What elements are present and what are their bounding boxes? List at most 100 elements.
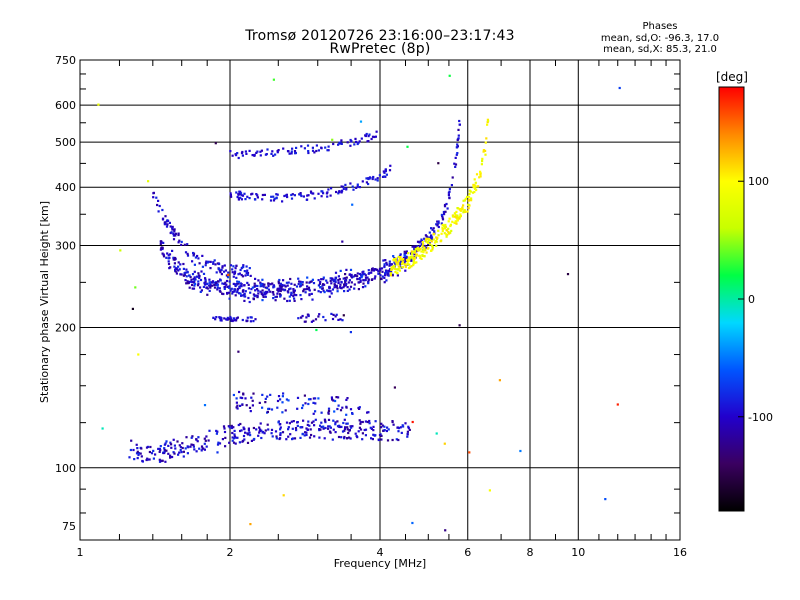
echo-point <box>227 317 231 320</box>
echo-point <box>342 286 345 289</box>
echo-point <box>222 270 226 273</box>
echo-point <box>388 264 391 267</box>
echo-point <box>261 431 264 434</box>
echo-point <box>163 221 166 224</box>
echo-point <box>351 185 354 188</box>
echo-point <box>322 427 325 430</box>
echo-point <box>348 288 351 291</box>
echo-point <box>281 200 284 203</box>
echo-point <box>395 263 398 266</box>
echo-point <box>195 438 198 441</box>
echo-point <box>240 193 243 197</box>
echo-point <box>165 440 168 443</box>
echo-point <box>485 137 488 140</box>
echo-point <box>306 287 309 291</box>
echo-point <box>282 279 285 282</box>
echo-point <box>249 291 252 294</box>
echo-point <box>232 265 235 268</box>
echo-point <box>445 235 448 238</box>
echo-point <box>216 288 219 291</box>
echo-point <box>463 209 466 212</box>
echo-point <box>277 290 280 293</box>
echo-point <box>205 435 208 438</box>
echo-point <box>309 190 313 193</box>
echo-point <box>272 78 275 81</box>
echo-point <box>236 195 239 199</box>
echo-point <box>343 418 346 421</box>
echo-point <box>189 280 192 283</box>
echo-point <box>320 411 323 414</box>
echo-point <box>199 290 202 293</box>
echo-point <box>252 426 255 430</box>
echo-point <box>166 252 169 255</box>
echo-point <box>435 244 438 247</box>
echo-point <box>279 433 282 436</box>
echo-point <box>194 256 197 259</box>
echo-point <box>437 222 440 225</box>
echo-point <box>448 190 451 193</box>
echo-point <box>279 295 282 298</box>
echo-point <box>419 256 422 260</box>
echo-point <box>245 271 248 274</box>
echo-point <box>290 197 294 200</box>
echo-point <box>370 437 373 440</box>
echo-point <box>243 270 246 273</box>
echo-point <box>407 425 410 428</box>
echo-point <box>349 437 352 440</box>
echo-point <box>312 319 315 322</box>
echo-point <box>305 431 308 434</box>
echo-point <box>290 293 293 297</box>
echo-point <box>380 438 383 441</box>
echo-point <box>224 281 227 284</box>
echo-point <box>461 208 464 211</box>
echo-point <box>197 257 200 260</box>
echo-point <box>420 257 423 260</box>
echo-point <box>320 195 323 198</box>
echo-point <box>401 424 404 427</box>
echo-point <box>157 199 160 202</box>
echo-point <box>226 276 230 279</box>
echo-point <box>412 257 415 260</box>
echo-point <box>164 215 167 218</box>
echo-point <box>252 293 255 296</box>
echo-point <box>486 121 489 124</box>
echo-point <box>209 285 212 289</box>
echo-point <box>401 265 404 269</box>
echo-point <box>344 183 347 186</box>
echo-point <box>393 267 396 270</box>
echo-point <box>354 137 357 140</box>
echo-point <box>186 452 189 455</box>
echo-point <box>191 273 195 276</box>
echo-point <box>432 232 435 235</box>
echo-point <box>474 181 477 184</box>
echo-point <box>232 441 236 444</box>
echo-point <box>284 285 287 288</box>
echo-point <box>376 177 379 180</box>
echo-point <box>294 427 298 430</box>
echo-point <box>297 282 300 286</box>
echo-point <box>211 284 214 287</box>
echo-point <box>307 402 310 406</box>
echo-point <box>432 238 435 241</box>
echo-point <box>172 451 175 454</box>
echo-point <box>258 401 261 404</box>
echo-point <box>359 420 362 424</box>
echo-point <box>314 318 318 321</box>
echo-point <box>391 420 394 423</box>
echo-point <box>454 165 457 168</box>
echo-point <box>416 245 419 248</box>
echo-point <box>233 429 236 432</box>
echo-point <box>260 436 263 440</box>
echo-point <box>131 307 134 310</box>
echo-point <box>411 255 414 258</box>
echo-point <box>147 180 150 183</box>
echo-point <box>240 152 244 155</box>
echo-point <box>480 163 483 166</box>
echo-point <box>203 448 206 451</box>
echo-point <box>390 268 393 271</box>
echo-point <box>389 164 392 167</box>
echo-point <box>193 263 196 266</box>
echo-point <box>174 256 177 260</box>
echo-point <box>398 269 401 272</box>
x-tick-label: 10 <box>571 546 585 559</box>
